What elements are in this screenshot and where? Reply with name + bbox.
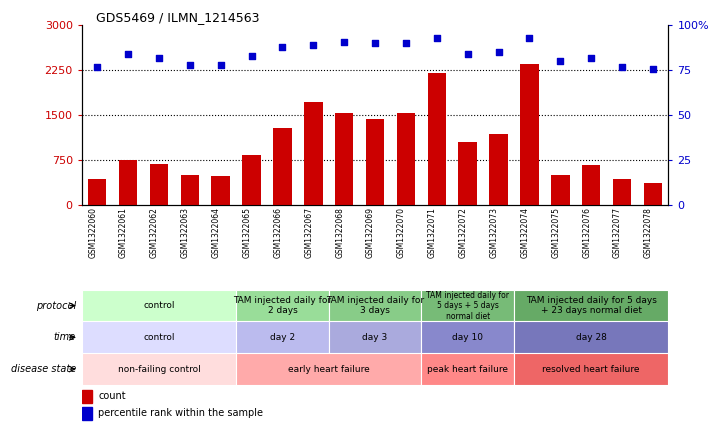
Bar xyxy=(82,290,236,321)
Bar xyxy=(422,353,514,385)
Point xyxy=(616,63,628,70)
Bar xyxy=(489,135,508,205)
Bar xyxy=(365,119,385,205)
Point xyxy=(92,63,103,70)
Bar xyxy=(422,321,514,353)
Bar xyxy=(119,159,137,205)
Text: GSM1322062: GSM1322062 xyxy=(150,207,159,258)
Text: GSM1322076: GSM1322076 xyxy=(582,207,591,258)
Bar xyxy=(82,407,92,420)
Text: TAM injected daily for
3 days: TAM injected daily for 3 days xyxy=(326,296,424,315)
Bar xyxy=(514,290,668,321)
Text: GSM1322061: GSM1322061 xyxy=(119,207,128,258)
Text: GSM1322066: GSM1322066 xyxy=(274,207,282,258)
Text: GSM1322075: GSM1322075 xyxy=(551,207,560,258)
Point xyxy=(184,62,196,69)
Text: day 2: day 2 xyxy=(270,333,295,342)
Point xyxy=(215,62,226,69)
Text: resolved heart failure: resolved heart failure xyxy=(542,365,640,374)
Text: GSM1322064: GSM1322064 xyxy=(212,207,220,258)
Text: disease state: disease state xyxy=(11,364,76,374)
Bar xyxy=(328,321,422,353)
Text: protocol: protocol xyxy=(36,301,76,310)
Text: GSM1322067: GSM1322067 xyxy=(304,207,314,258)
Text: GSM1322071: GSM1322071 xyxy=(428,207,437,258)
Text: GSM1322073: GSM1322073 xyxy=(490,207,498,258)
Bar xyxy=(643,183,662,205)
Text: percentile rank within the sample: percentile rank within the sample xyxy=(98,409,263,418)
Bar xyxy=(613,179,631,205)
Bar xyxy=(328,290,422,321)
Text: TAM injected daily for 5 days
+ 23 days normal diet: TAM injected daily for 5 days + 23 days … xyxy=(525,296,656,315)
Text: TAM injected daily for
5 days + 5 days
normal diet: TAM injected daily for 5 days + 5 days n… xyxy=(426,291,509,321)
Point xyxy=(338,38,350,45)
Bar xyxy=(150,164,169,205)
Bar xyxy=(273,129,292,205)
Bar xyxy=(82,321,236,353)
Bar xyxy=(236,321,328,353)
Text: TAM injected daily for
2 days: TAM injected daily for 2 days xyxy=(233,296,331,315)
Bar xyxy=(427,73,446,205)
Text: control: control xyxy=(143,333,175,342)
Bar xyxy=(82,353,236,385)
Text: count: count xyxy=(98,391,126,401)
Text: GSM1322077: GSM1322077 xyxy=(613,207,622,258)
Point xyxy=(154,55,165,61)
Point xyxy=(647,65,658,72)
Bar xyxy=(422,290,514,321)
Text: early heart failure: early heart failure xyxy=(288,365,370,374)
Text: time: time xyxy=(54,332,76,342)
Point xyxy=(246,52,257,59)
Bar xyxy=(88,179,107,205)
Text: GSM1322070: GSM1322070 xyxy=(397,207,406,258)
Text: GSM1322074: GSM1322074 xyxy=(520,207,530,258)
Bar xyxy=(304,102,323,205)
Text: peak heart failure: peak heart failure xyxy=(427,365,508,374)
Bar xyxy=(335,113,353,205)
Text: day 3: day 3 xyxy=(363,333,387,342)
Text: GSM1322065: GSM1322065 xyxy=(242,207,252,258)
Text: GSM1322078: GSM1322078 xyxy=(644,207,653,258)
Bar xyxy=(514,353,668,385)
Bar xyxy=(236,290,328,321)
Text: control: control xyxy=(143,301,175,310)
Point xyxy=(308,42,319,49)
Point xyxy=(431,35,442,41)
Text: GSM1322072: GSM1322072 xyxy=(459,207,468,258)
Bar xyxy=(514,321,668,353)
Point xyxy=(277,44,288,50)
Text: GSM1322060: GSM1322060 xyxy=(88,207,97,258)
Bar xyxy=(520,64,539,205)
Point xyxy=(585,55,597,61)
Bar xyxy=(459,142,477,205)
Text: GSM1322069: GSM1322069 xyxy=(366,207,375,258)
Text: day 10: day 10 xyxy=(452,333,483,342)
Bar xyxy=(236,353,422,385)
Bar xyxy=(211,176,230,205)
Point xyxy=(400,40,412,47)
Text: day 28: day 28 xyxy=(576,333,606,342)
Point xyxy=(493,49,504,56)
Bar xyxy=(582,165,600,205)
Bar xyxy=(82,390,92,403)
Text: GDS5469 / ILMN_1214563: GDS5469 / ILMN_1214563 xyxy=(96,11,260,24)
Bar xyxy=(397,113,415,205)
Text: GSM1322063: GSM1322063 xyxy=(181,207,190,258)
Point xyxy=(555,58,566,65)
Point xyxy=(462,51,474,58)
Text: GSM1322068: GSM1322068 xyxy=(335,207,344,258)
Point xyxy=(370,40,381,47)
Point xyxy=(122,51,134,58)
Bar xyxy=(551,175,570,205)
Bar xyxy=(242,155,261,205)
Point xyxy=(524,35,535,41)
Text: non-failing control: non-failing control xyxy=(117,365,201,374)
Bar xyxy=(181,175,199,205)
